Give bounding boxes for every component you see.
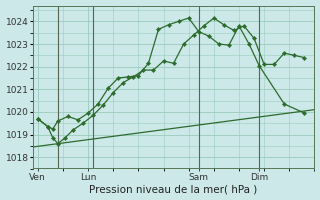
X-axis label: Pression niveau de la mer( hPa ): Pression niveau de la mer( hPa ) xyxy=(90,184,258,194)
